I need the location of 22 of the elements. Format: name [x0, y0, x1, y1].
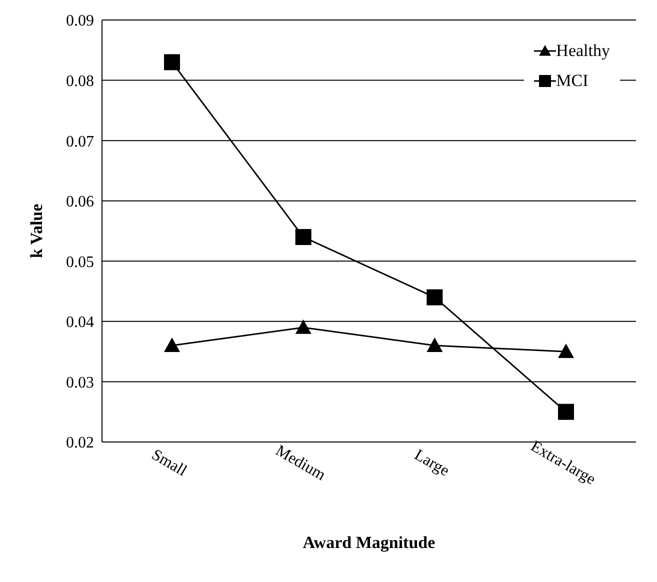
y-tick-label: 0.09 [66, 12, 94, 30]
point [426, 289, 443, 306]
y-tick-label: 0.03 [66, 374, 94, 392]
y-tick-label: 0.05 [66, 254, 94, 271]
point [426, 338, 443, 352]
y-tick-label: 0.07 [66, 133, 94, 150]
y-tick-label: 0.06 [66, 194, 94, 211]
x-tick-label: Large [411, 446, 452, 480]
point [558, 344, 574, 358]
point [164, 338, 180, 352]
y-tick-label: 0.02 [66, 434, 94, 452]
x-tick-label: Small [148, 446, 190, 480]
x-axis-title: Award Magnitude [302, 533, 436, 552]
legend-label: Healthy [556, 41, 610, 61]
point [295, 319, 312, 334]
point [295, 229, 312, 246]
y-axis-title: k Value [27, 203, 46, 258]
y-tick-label: 0.04 [66, 314, 94, 332]
legend-label: MCI [556, 71, 588, 91]
point [164, 54, 180, 70]
point [558, 404, 574, 420]
y-tick-label: 0.08 [66, 72, 94, 90]
